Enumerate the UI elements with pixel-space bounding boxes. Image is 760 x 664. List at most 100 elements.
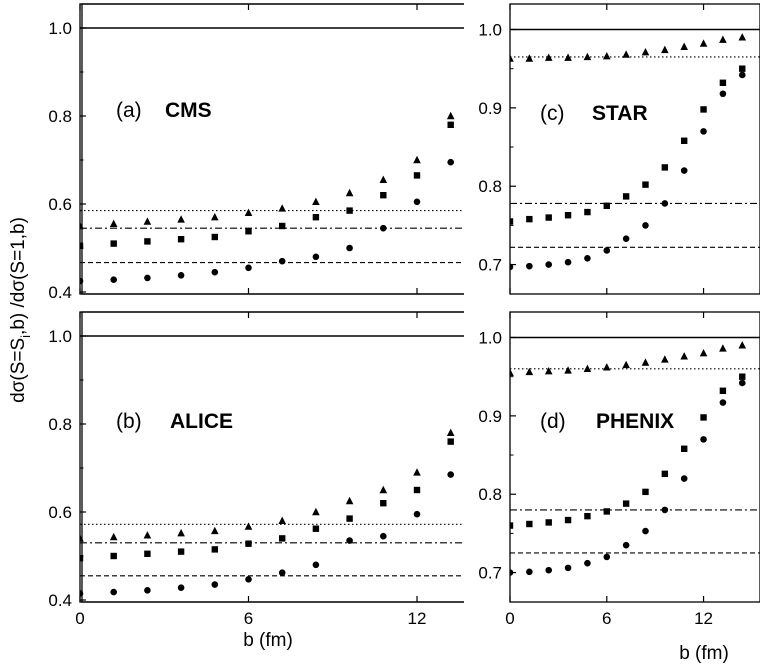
panel-c-circle-point: [661, 200, 669, 207]
panel-a-triangle-point: [345, 188, 354, 197]
panel-d-xtick-label: 12: [694, 609, 713, 628]
panel-d-triangle-point: [544, 367, 553, 375]
panel-b-circle-point: [245, 576, 252, 583]
panel-a-square-point: [279, 222, 286, 230]
panel-d-circle-point: [564, 564, 572, 572]
panel-c-circle-point: [526, 262, 533, 270]
panel-a-circle-point: [177, 271, 185, 279]
panel-c-circle-point: [680, 167, 688, 174]
panel-d-circle-point: [700, 436, 707, 443]
panel-b-circle-point: [380, 532, 387, 540]
panel-a-circle-point: [278, 257, 286, 265]
panel-b-square-point: [80, 555, 84, 562]
panel-d-triangle-point: [719, 344, 727, 352]
panel-a-square-point: [110, 240, 117, 247]
panel-c-triangle-point: [719, 35, 727, 43]
panel-b-ytick-label: 0.4: [48, 591, 72, 610]
panel-a-square-point: [447, 121, 454, 128]
panel-d-triangle-point: [641, 358, 650, 366]
panel-c-circle-point: [700, 128, 707, 135]
panel-d-ytick-label: 0.9: [478, 407, 502, 426]
panel-b-triangle-point: [446, 428, 455, 436]
panel-b-triangle-point: [143, 531, 152, 539]
panel-a-circle-point: [245, 264, 252, 272]
panel-c-triangle-point: [738, 33, 747, 41]
panel-a-triangle-point: [80, 221, 84, 230]
panel-d-circle-point: [719, 399, 727, 406]
panel-a-triangle-point: [379, 175, 388, 183]
panel-d-circle-point: [661, 506, 669, 514]
panel-b-circle-point: [110, 588, 117, 596]
panel-d-circle-point: [603, 553, 611, 561]
panel-c-ytick-label: 0.8: [478, 177, 502, 196]
panel-b-square-point: [144, 550, 151, 557]
panel-c-circle-point: [584, 255, 591, 262]
panel-c-title: STAR: [592, 102, 648, 125]
panel-a-circle-point: [110, 276, 117, 283]
panel-c-circle-point: [642, 222, 649, 229]
panel-c-plot-area: [510, 28, 760, 271]
panel-b-square-point: [413, 486, 421, 494]
panel-d-square-point: [622, 500, 630, 507]
panel-b-triangle-point: [109, 532, 118, 541]
y-axis-title-rest: ,b) /dσ(S=1,b): [8, 217, 29, 335]
panel-c-triangle-point: [564, 53, 572, 61]
panel-c-square-point: [545, 214, 552, 221]
panel-c-square-point: [661, 164, 669, 171]
panel-d-square-point: [739, 373, 746, 380]
panel-d-square-point: [584, 512, 591, 520]
panel-b-square-point: [380, 500, 387, 507]
panel-c-triangle-point: [661, 45, 669, 54]
panel-b-square-point: [110, 552, 117, 560]
panel-a-triangle-point: [446, 111, 455, 120]
panel-a-triangle-point: [278, 204, 286, 212]
panel-a-square-point: [413, 172, 421, 179]
panel-a-square-point: [144, 238, 151, 245]
panel-b-square-point: [177, 548, 185, 555]
panel-d-square-point: [680, 445, 688, 452]
panel-a-triangle-point: [109, 219, 118, 227]
panel-b-title: ALICE: [170, 410, 233, 433]
panel-c-circle-point: [510, 263, 514, 271]
panel-d-triangle-point: [602, 363, 611, 371]
panel-a-circle-point: [80, 277, 84, 285]
panel-d-square-point: [661, 470, 669, 478]
panel-a-circle-point: [346, 244, 353, 252]
panel-d-triangle-point: [738, 341, 747, 349]
panel-a-square-point: [211, 233, 218, 241]
panel-b-triangle-point: [211, 526, 219, 535]
panel-b-triangle-point: [177, 528, 185, 537]
panel-a-triangle-point: [143, 217, 152, 225]
panel-d-square-point: [545, 519, 552, 526]
panel-c-triangle-point: [699, 39, 708, 47]
panel-c-triangle-point: [510, 54, 514, 62]
panel-c-triangle-point: [583, 52, 592, 61]
panel-c-square-point: [642, 181, 649, 188]
panel-d-circle-point: [545, 566, 553, 574]
panel-b-circle-point: [447, 471, 455, 478]
panel-a-circle-point: [312, 253, 320, 261]
panel-d-xtick-label: 0: [505, 609, 514, 628]
panel-a-square-point: [346, 207, 353, 214]
panel-a-square-point: [245, 228, 252, 235]
panel-d-triangle-point: [622, 360, 630, 369]
panel-b-circle-point: [278, 569, 286, 577]
panel-c-ytick-label: 1.0: [478, 21, 502, 40]
svg-text:dσ(S=Si,b) /dσ(S=1,b): dσ(S=Si,b) /dσ(S=1,b): [8, 217, 33, 403]
panel-a-square-point: [312, 214, 320, 221]
right-column-mask: [464, 0, 760, 664]
y-axis-title: dσ(S=Si,b) /dσ(S=1,b): [8, 217, 33, 403]
panel-a-circle-point: [447, 158, 455, 166]
panel-c-square-point: [584, 208, 591, 216]
panel-d-ytick-label: 1.0: [478, 329, 502, 348]
panel-c-square-point: [603, 202, 610, 210]
panel-a-ytick-label: 0.4: [48, 283, 72, 302]
panel-b-xtick-label: 0: [75, 609, 84, 628]
panel-a-ytick-label: 0.8: [48, 107, 72, 126]
panel-d-triangle-point: [564, 366, 572, 374]
panel-d-square-point: [642, 488, 649, 496]
panel-b-square-point: [447, 438, 454, 445]
panel-d-circle-point: [584, 559, 591, 567]
panel-d-title: PHENIX: [596, 410, 674, 433]
